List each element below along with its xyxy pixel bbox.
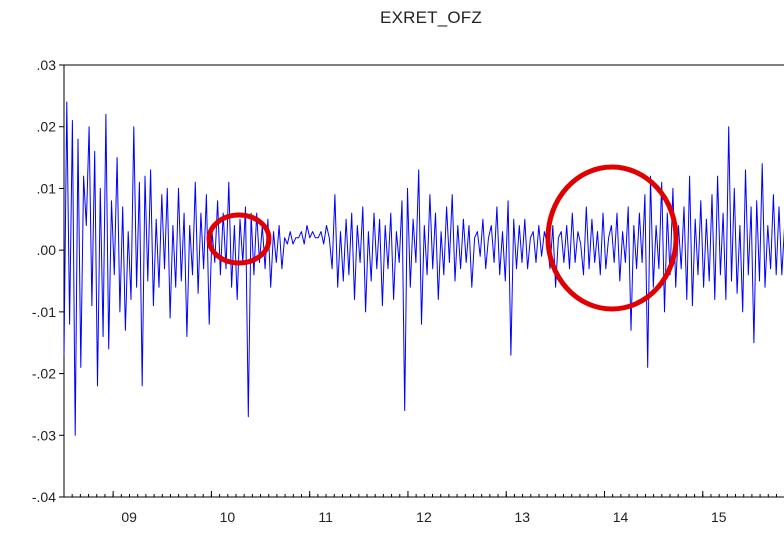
y-tick-label: -.04	[32, 489, 56, 505]
x-tick-label: 10	[220, 509, 236, 525]
y-tick-label: .03	[37, 57, 57, 73]
plot-frame	[63, 64, 784, 498]
y-tick-label: .02	[37, 119, 57, 135]
y-tick-label: .00	[37, 242, 57, 258]
x-tick-label: 09	[121, 509, 137, 525]
y-tick-label: -.02	[32, 366, 56, 382]
y-tick-label: -.03	[32, 427, 56, 443]
y-tick-label: .01	[37, 180, 57, 196]
x-tick-label: 15	[711, 509, 727, 525]
y-tick-label: -.01	[32, 304, 56, 320]
x-tick-label: 14	[613, 509, 629, 525]
annotation-circle	[545, 164, 679, 312]
annotation-circle	[206, 212, 272, 266]
x-tick-label: 13	[514, 509, 530, 525]
chart-title: EXRET_OFZ	[380, 8, 482, 27]
x-tick-label: 12	[416, 509, 432, 525]
x-tick-label: 11	[318, 509, 333, 525]
series-line	[63, 101, 784, 436]
